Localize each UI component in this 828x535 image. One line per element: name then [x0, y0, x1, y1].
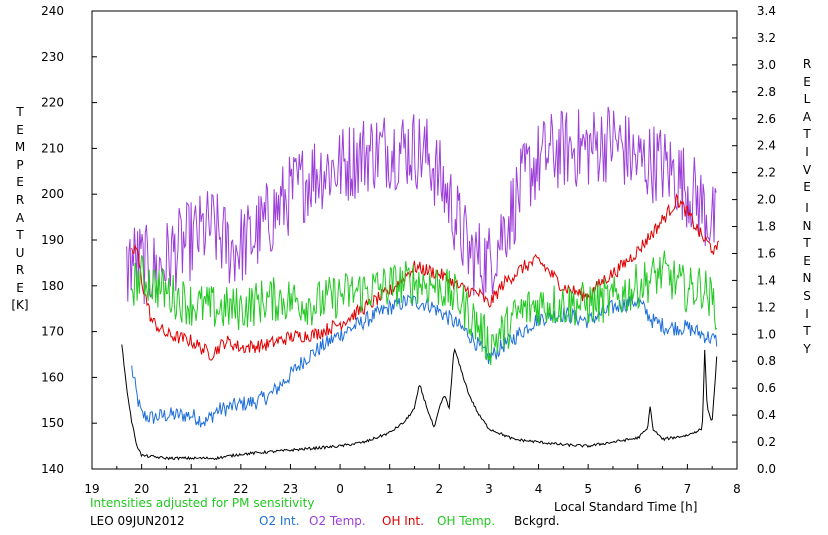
right-tick-label: 1.8: [757, 220, 776, 234]
right-tick-label: 2.8: [757, 85, 776, 99]
right-axis-label-word2-letter: N: [802, 218, 812, 233]
left-axis-label-letter: U: [15, 245, 25, 260]
left-axis-label-letter: T: [16, 228, 24, 243]
station-date: LEO 09JUN2012: [90, 514, 185, 528]
right-axis-label-word2-letter: T: [803, 324, 811, 339]
left-axis-label-letter: M: [14, 140, 26, 155]
legend-o2-int: O2 Int.: [259, 514, 300, 528]
right-tick-label: 2.4: [757, 139, 776, 153]
right-axis-label-word1-letter: R: [802, 57, 812, 71]
right-axis-label-word2-letter: I: [805, 201, 809, 215]
x-tick-label: 2: [435, 482, 443, 496]
right-axis-label-word1-letter: I: [805, 145, 809, 159]
right-tick-label: 1.4: [757, 273, 776, 287]
x-tick-label: 3: [485, 482, 493, 496]
left-tick-label: 140: [41, 462, 64, 476]
left-tick-label: 190: [41, 233, 64, 247]
x-tick-label: 8: [733, 482, 741, 496]
plot-frame: [91, 10, 738, 470]
left-tick-label: 220: [41, 96, 64, 110]
right-axis-label-word1-letter: V: [802, 162, 812, 177]
left-axis-label-letter: E: [16, 281, 24, 295]
series-line-o2-int: [131, 294, 718, 428]
right-tick-label: 1.0: [757, 327, 776, 341]
right-axis-label-word2-letter: I: [805, 306, 809, 321]
x-tick-label: 19: [84, 482, 99, 496]
left-axis-label-letter: T: [16, 105, 24, 119]
right-tick-label: 3.4: [757, 4, 776, 18]
x-axis-label: Local Standard Time [h]: [554, 500, 698, 514]
x-tick-label: 0: [336, 482, 344, 496]
right-axis-label-word2-letter: Y: [803, 341, 811, 356]
right-tick-label: 0.6: [757, 381, 776, 395]
series-line-oh-int: [131, 193, 720, 361]
right-axis-label-word2-letter: T: [803, 236, 811, 251]
right-axis-label-word1-letter: T: [803, 127, 811, 142]
right-tick-label: 2.6: [757, 112, 776, 126]
right-axis-label-word2-letter: S: [803, 289, 811, 303]
right-axis-label-word1-letter: E: [803, 180, 811, 195]
x-tick-label: 21: [184, 482, 199, 496]
right-axis-label-word2-letter: E: [803, 253, 811, 268]
right-tick-label: 3.2: [757, 31, 776, 45]
left-axis-unit: [K]: [11, 298, 29, 312]
right-tick-label: 1.6: [757, 246, 776, 260]
series-layer: [121, 106, 720, 461]
x-tick-label: 6: [634, 482, 642, 496]
legend-background: Bckgrd.: [514, 514, 560, 528]
series-line-o2-temp: [126, 106, 717, 305]
left-axis-label-letter: R: [15, 263, 25, 278]
series-line-bckgrd: [121, 344, 718, 461]
x-tick-label: 5: [584, 482, 592, 496]
left-tick-label: 240: [41, 4, 64, 18]
right-tick-label: 3.0: [757, 58, 776, 72]
right-tick-label: 0.0: [757, 462, 776, 476]
left-tick-label: 200: [41, 187, 64, 201]
left-axis-label-letter: A: [15, 210, 25, 225]
left-tick-label: 160: [41, 370, 64, 384]
right-tick-label: 0.8: [757, 354, 776, 368]
x-tick-label: 4: [535, 482, 543, 496]
right-axis-label-word1-letter: A: [802, 109, 812, 124]
left-tick-label: 180: [41, 279, 64, 293]
x-tick-label: 22: [233, 482, 248, 496]
sensitivity-note: Intensities adjusted for PM sensitivity: [90, 496, 315, 510]
left-axis-label-letter: E: [16, 175, 24, 190]
left-tick-label: 210: [41, 141, 64, 155]
left-tick-label: 230: [41, 50, 64, 64]
right-axis-label-word2-letter: N: [802, 271, 812, 286]
right-axis-label-word1-letter: E: [803, 74, 811, 89]
right-axis-label-word1-letter: L: [803, 92, 811, 107]
right-tick-label: 2.2: [757, 166, 776, 180]
legend-o2-temp: O2 Temp.: [309, 514, 366, 528]
x-tick-label: 23: [283, 482, 298, 496]
legend-oh-temp: OH Temp.: [437, 514, 496, 528]
x-tick-label: 7: [684, 482, 692, 496]
left-axis-label-letter: E: [16, 122, 24, 137]
right-tick-label: 0.4: [757, 408, 776, 422]
left-tick-label: 150: [41, 416, 64, 430]
legend-oh-int: OH Int.: [382, 514, 424, 528]
x-tick-label: 20: [134, 482, 149, 496]
left-axis-label-letter: R: [15, 193, 25, 207]
right-tick-label: 1.2: [757, 300, 776, 314]
right-tick-label: 2.0: [757, 193, 776, 207]
x-tick-label: 1: [386, 482, 394, 496]
left-tick-label: 170: [41, 325, 64, 339]
series-line-oh-temp: [131, 250, 718, 366]
axis-ticks: 1401501601701801902002102202302400.00.20…: [41, 4, 776, 496]
left-axis-label-letter: P: [16, 157, 24, 172]
right-tick-label: 0.2: [757, 435, 776, 449]
